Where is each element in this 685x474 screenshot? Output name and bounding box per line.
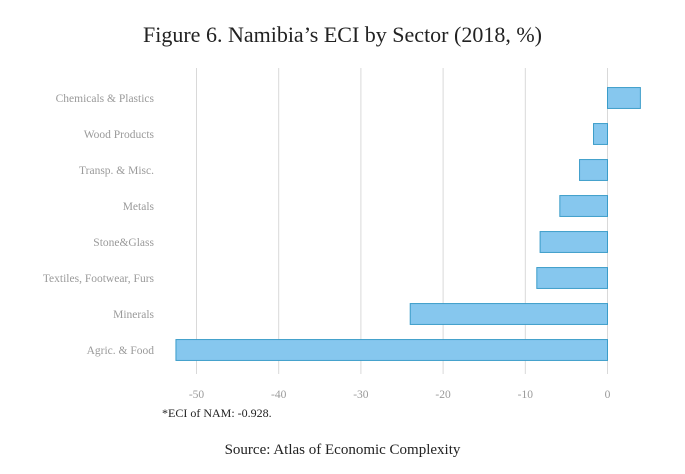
bar: [579, 159, 609, 181]
bar: [539, 231, 609, 253]
footnote: *ECI of NAM: -0.928.: [162, 406, 272, 420]
category-labels: Chemicals & Plastics Wood Products Transp.…: [43, 93, 155, 357]
x-axis-tick-labels: -50 -40 -30 -20 -10 0: [189, 389, 611, 401]
bar: [409, 303, 608, 325]
source-note: Source: Atlas of Economic Complexity: [224, 442, 461, 458]
x-tick-label: -20: [435, 389, 451, 401]
category-label: Agric. & Food: [87, 345, 155, 357]
x-tick-label: -50: [189, 389, 205, 401]
bar: [536, 267, 608, 289]
chart-title: Figure 6. Namibia’s ECI by Sector (2018,…: [143, 22, 542, 47]
category-label: Chemicals & Plastics: [56, 93, 155, 105]
bar: [175, 339, 608, 361]
bar: [559, 195, 608, 217]
category-label: Textiles, Footwear, Furs: [43, 273, 155, 285]
gridlines: [196, 68, 608, 374]
bar: [593, 123, 609, 145]
x-tick-label: -10: [518, 389, 534, 401]
x-tick-label: -40: [271, 389, 287, 401]
category-label: Metals: [123, 201, 155, 213]
x-tick-label: -30: [353, 389, 369, 401]
category-label: Minerals: [113, 309, 154, 321]
x-tick-label: 0: [605, 389, 611, 401]
category-label: Stone&Glass: [93, 237, 154, 249]
bars: [175, 87, 641, 361]
category-label: Wood Products: [84, 129, 155, 141]
category-label: Transp. & Misc.: [79, 165, 154, 177]
bar: [607, 87, 641, 109]
